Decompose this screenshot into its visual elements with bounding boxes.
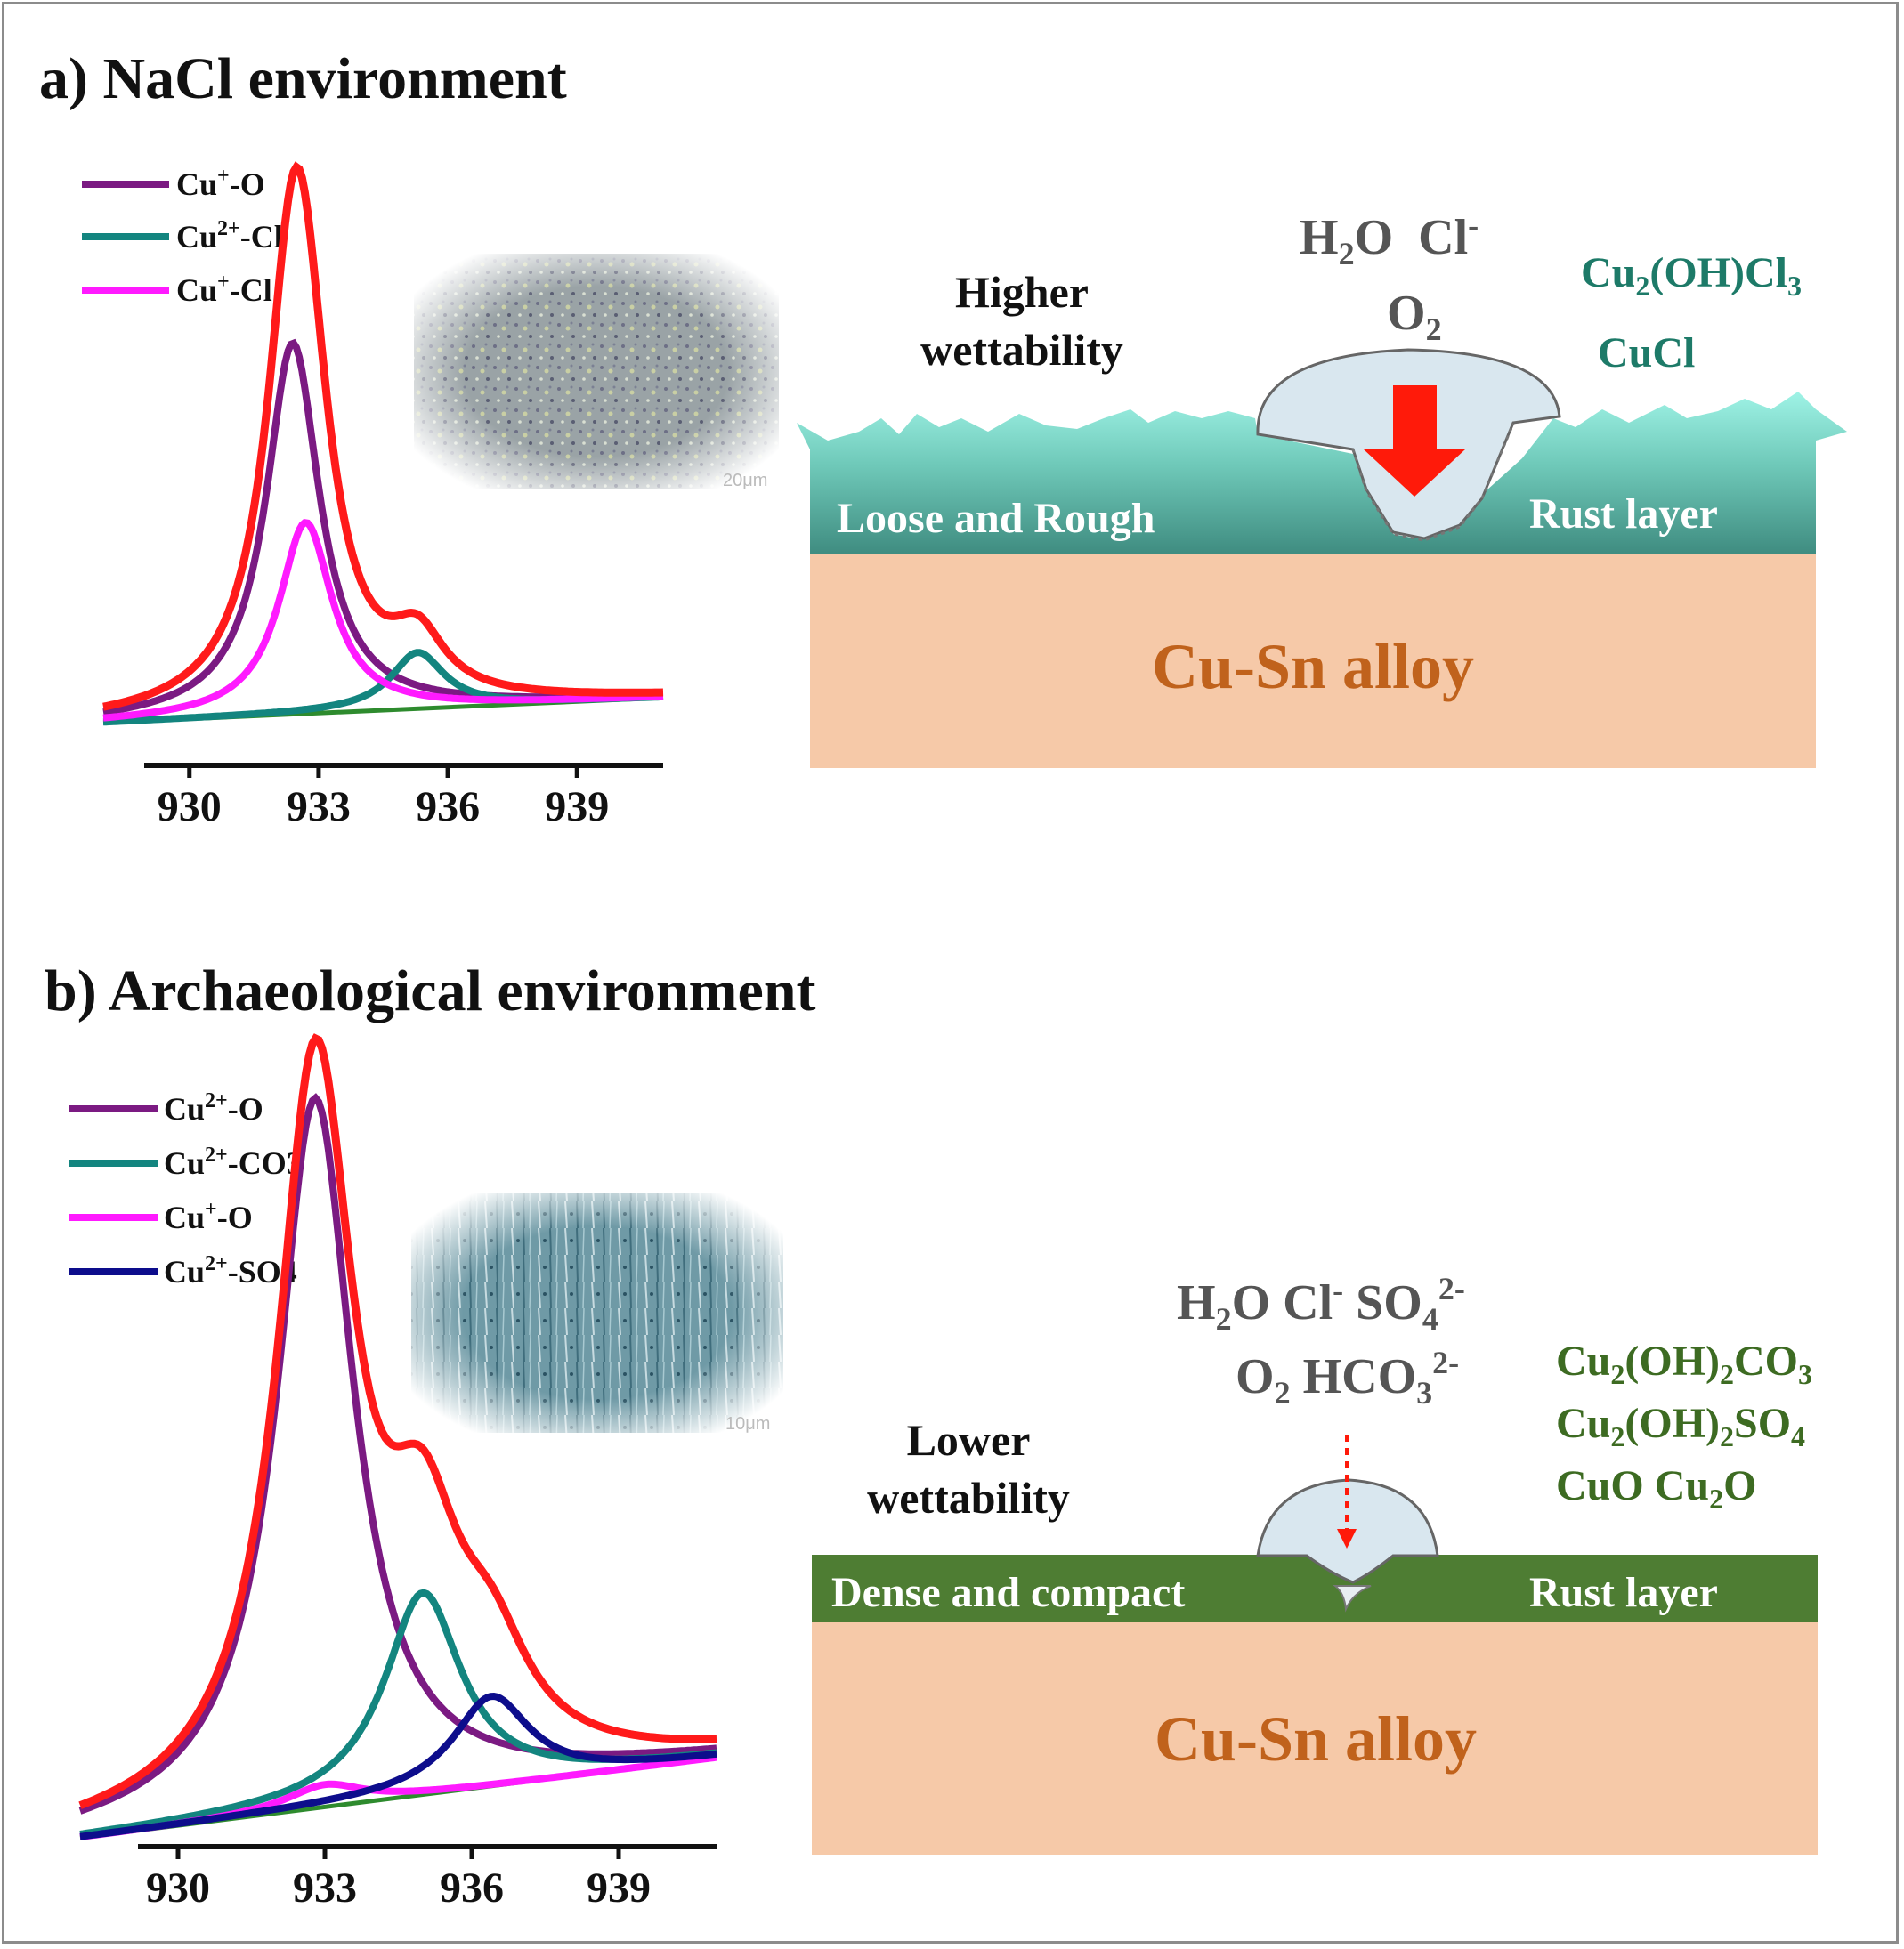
chartA-tick-label-936: 936 bbox=[416, 783, 480, 830]
legend-b: Cu2+-O Cu2+-CO3 Cu+-O Cu2+-SO4 bbox=[69, 1089, 303, 1290]
chartB-tick-label-936: 936 bbox=[440, 1864, 504, 1912]
panel-a-title: a) NaCl environment bbox=[39, 46, 567, 111]
species-a-line2: O2 bbox=[1387, 286, 1442, 347]
product-b-1: Cu2(OH)2CO3 bbox=[1556, 1338, 1812, 1390]
micrograph-b: 10μm bbox=[411, 1193, 783, 1434]
legend-a-label-2: Cu2+-Cl bbox=[176, 217, 283, 255]
species-a-line1: H2O Cl- bbox=[1300, 207, 1479, 271]
micrograph-b-scale: 10μm bbox=[725, 1414, 770, 1434]
chartA-tick-label-939: 939 bbox=[545, 783, 609, 830]
legend-b-label-1: Cu2+-O bbox=[164, 1089, 263, 1127]
product-a-2: CuCl bbox=[1598, 329, 1695, 376]
chartA-tick-label-933: 933 bbox=[287, 783, 351, 830]
chartB-tick-label-939: 939 bbox=[587, 1864, 651, 1912]
xps-chart-b: 930 933 936 939 bbox=[78, 1033, 717, 1912]
layer-b-left: Dense and compact bbox=[831, 1569, 1185, 1616]
species-b-line1: H2O Cl- SO42- bbox=[1177, 1271, 1465, 1337]
legend-a-label-3: Cu+-Cl bbox=[176, 271, 272, 308]
alloy-a: Cu-Sn alloy bbox=[1152, 631, 1474, 702]
legend-a-label-1: Cu+-O bbox=[176, 165, 265, 202]
chartA-series-envelope bbox=[102, 161, 664, 711]
wettability-b-line1: Lower bbox=[907, 1415, 1031, 1465]
wettability-a-line1: Higher bbox=[955, 267, 1089, 317]
legend-b-label-2: Cu2+-CO3 bbox=[164, 1144, 303, 1181]
rust-layer-a bbox=[797, 392, 1847, 554]
wettability-a-line2: wettability bbox=[920, 325, 1123, 375]
legend-a: Cu+-O Cu2+-Cl Cu+-Cl bbox=[82, 165, 283, 308]
alloy-block-a bbox=[810, 554, 1816, 768]
product-b-2: Cu2(OH)2SO4 bbox=[1556, 1400, 1805, 1452]
rust-layer-b bbox=[812, 1555, 1818, 1622]
micrograph-a: 20μm bbox=[414, 254, 779, 490]
panel-b-title: b) Archaeological environment bbox=[45, 958, 816, 1023]
alloy-b: Cu-Sn alloy bbox=[1155, 1703, 1477, 1775]
chartB-tick-label-933: 933 bbox=[293, 1864, 357, 1912]
species-b-line2: O2 HCO32- bbox=[1236, 1345, 1459, 1411]
legend-b-label-3: Cu+-O bbox=[164, 1198, 253, 1235]
schematic-b: Lower wettability H2O Cl- SO42- O2 HCO32… bbox=[812, 1271, 1818, 1855]
micrograph-a-scale: 20μm bbox=[723, 471, 767, 490]
legend-b-label-4: Cu2+-SO4 bbox=[164, 1252, 297, 1290]
chartA-tick-label-930: 930 bbox=[158, 783, 222, 830]
wettability-b-line2: wettability bbox=[867, 1473, 1070, 1523]
chartB-series-cu2-so4 bbox=[79, 1692, 717, 1840]
arrow-down-icon-a bbox=[1364, 385, 1465, 497]
chartB-series-cu2-o bbox=[78, 1093, 717, 1815]
chartA-series-cu-cl bbox=[102, 518, 664, 722]
layer-b-right: Rust layer bbox=[1529, 1569, 1718, 1616]
chartB-tick-label-930: 930 bbox=[146, 1864, 210, 1912]
layer-a-right: Rust layer bbox=[1529, 490, 1718, 538]
layer-a-left: Loose and Rough bbox=[837, 495, 1155, 542]
arrow-down-icon-b bbox=[1337, 1529, 1357, 1549]
product-a-1: Cu2(OH)Cl3 bbox=[1581, 249, 1802, 302]
schematic-a: Higher wettability H2O Cl- O2 Cu2(OH)Cl3 … bbox=[797, 207, 1847, 768]
product-b-3: CuO Cu2O bbox=[1556, 1462, 1756, 1515]
chartB-series-envelope bbox=[78, 1033, 717, 1809]
alloy-block-b bbox=[812, 1621, 1818, 1855]
xps-chart-a: 930 933 936 939 bbox=[102, 161, 664, 830]
